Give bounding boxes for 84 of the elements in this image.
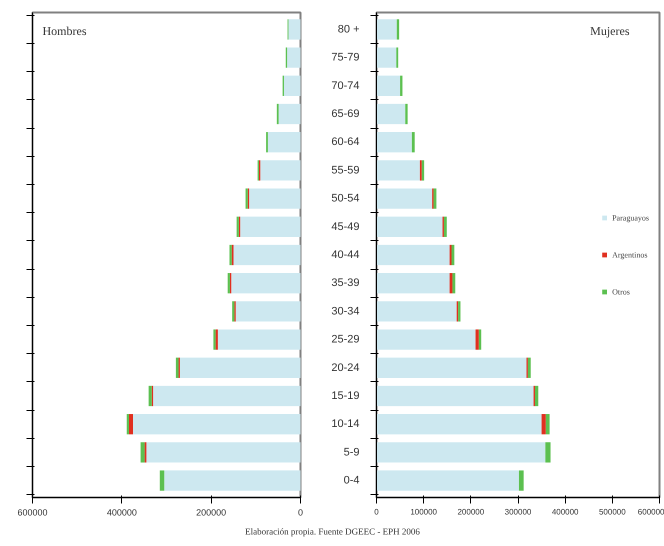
y-tick-label: 25-29: [331, 334, 360, 346]
bar: [148, 386, 152, 406]
bar: [284, 76, 300, 96]
x-tick-label: 600000: [17, 508, 48, 518]
y-tick-label: 40-44: [331, 249, 360, 261]
y-tick-label: 0-4: [344, 474, 360, 487]
bar: [376, 19, 397, 40]
bar: [376, 329, 476, 350]
bar: [450, 273, 452, 294]
x-tick-label: 500000: [598, 508, 626, 516]
bar: [176, 358, 179, 378]
bar: [452, 273, 456, 294]
bar: [234, 244, 300, 266]
bar: [128, 414, 133, 434]
y-tick-label: 80 +: [338, 23, 360, 36]
bar: [146, 442, 300, 463]
bar: [376, 442, 546, 463]
y-tick-label: 65-69: [331, 108, 360, 120]
bar: [160, 470, 164, 491]
y-tick-label: 55-59: [331, 164, 360, 176]
bar: [153, 386, 300, 406]
y-tick-label: 15-19: [331, 390, 360, 402]
bar: [140, 442, 145, 463]
bar: [236, 301, 300, 322]
annotation: Mujeres: [590, 24, 630, 38]
y-tick-label: 35-39: [331, 277, 360, 290]
y-tick-label: 75-79: [331, 52, 360, 64]
bar: [444, 216, 447, 237]
x-tick-label: 300000: [504, 508, 532, 516]
bar: [260, 160, 300, 181]
bar: [376, 47, 396, 68]
x-tick-label: 400000: [106, 508, 137, 518]
y-tick-label: 30-34: [331, 305, 360, 318]
bar: [376, 160, 420, 181]
annotation: Hombres: [42, 24, 87, 38]
bar: [133, 414, 300, 434]
x-tick-label: 100000: [410, 508, 438, 516]
y-tick-label: 70-74: [331, 80, 360, 92]
bar: [278, 104, 300, 124]
bar: [376, 386, 534, 406]
legend-label: Argentinos: [612, 250, 648, 259]
bar: [376, 188, 432, 209]
bar: [376, 273, 450, 294]
bar: [546, 414, 550, 434]
x-tick-label: 0: [374, 508, 380, 516]
bar: [240, 216, 300, 237]
x-tick-label: 600000: [638, 508, 664, 516]
bar: [434, 188, 436, 209]
bar: [376, 132, 412, 152]
y-tick-label: 60-64: [331, 136, 360, 148]
bar: [376, 216, 443, 237]
legend-label: Paraguayos: [612, 213, 649, 222]
text: Elaboración propia. Fuente DGEEC - EPH 2006: [245, 526, 420, 536]
x-tick-label: 0: [298, 508, 304, 518]
bar: [218, 329, 300, 350]
bar: [376, 104, 406, 124]
bar: [376, 244, 450, 266]
bar: [545, 442, 551, 463]
bar: [534, 386, 538, 406]
y-tick-label: 20-24: [331, 362, 360, 374]
bar: [542, 414, 546, 434]
x-tick-label: 200000: [196, 508, 226, 518]
bar: [376, 414, 542, 434]
bar: [376, 76, 400, 96]
bar: [376, 358, 526, 378]
bar: [287, 47, 300, 68]
bar: [164, 470, 300, 491]
x-tick-label: 200000: [457, 508, 485, 516]
bar: [249, 188, 300, 209]
bar: [476, 329, 479, 350]
bar: [376, 470, 519, 491]
bar: [180, 358, 300, 378]
bar: [518, 470, 524, 491]
y-tick-label: 10-14: [331, 418, 360, 430]
bar: [451, 244, 454, 266]
x-tick-label: 400000: [552, 508, 580, 516]
bar: [268, 132, 300, 152]
legend-label: Otros: [612, 287, 631, 296]
y-tick-label: 50-54: [331, 192, 360, 205]
bar: [376, 301, 457, 322]
bar: [231, 273, 300, 294]
y-tick-label: 45-49: [331, 220, 360, 233]
bar: [288, 19, 300, 40]
y-tick-label: 5-9: [344, 446, 360, 458]
